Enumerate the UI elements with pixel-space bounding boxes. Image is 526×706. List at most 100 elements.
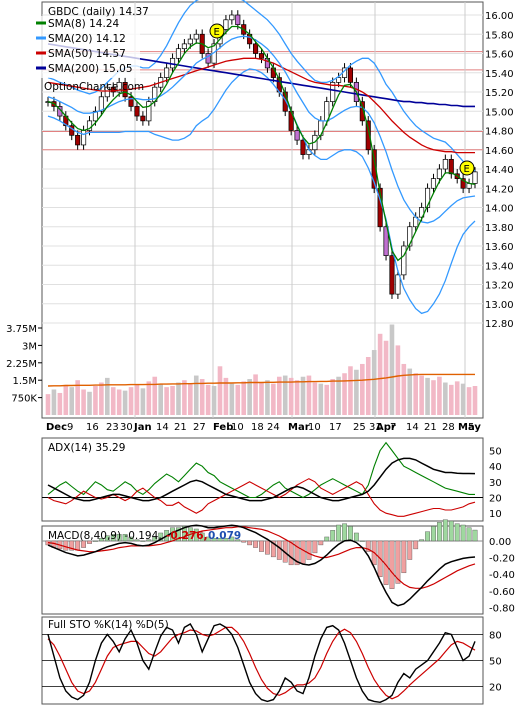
volume-bar xyxy=(437,376,442,415)
macd-histogram-bar xyxy=(223,538,229,542)
macd-histogram-bar xyxy=(442,519,448,542)
candle-body xyxy=(193,33,199,40)
macd-histogram-bar xyxy=(110,534,116,542)
x-axis-label: Mar xyxy=(288,422,310,433)
adx-panel: 50 40 30 20 10 xyxy=(42,441,502,520)
volume-bar xyxy=(431,380,436,415)
volume-bar xyxy=(466,387,472,415)
candle-body xyxy=(134,106,140,117)
macd-histogram-bar xyxy=(353,532,359,542)
price-tick-label: 15.00 xyxy=(485,107,514,118)
x-axis-label: 28 xyxy=(442,422,455,433)
macd-histogram-bar xyxy=(75,540,81,551)
macd-histogram-bar xyxy=(152,536,158,542)
volume-bar xyxy=(99,382,104,415)
macd-histogram-bar xyxy=(182,526,187,542)
macd-histogram-bar xyxy=(122,534,128,542)
price-tick-label: 14.40 xyxy=(485,165,514,176)
macd-histogram-bar xyxy=(98,538,104,542)
adx-tick-label: 40 xyxy=(489,462,502,473)
volume-bar xyxy=(336,376,341,415)
macd-histogram-bar xyxy=(448,520,454,542)
volume-bar xyxy=(140,388,146,415)
macd-histogram-bar xyxy=(336,524,341,542)
x-axis-label: Feb xyxy=(213,422,233,433)
legend-entry: SMA(20) 14.12 xyxy=(48,33,126,45)
volume-bar xyxy=(176,382,181,415)
macd-histogram-bar xyxy=(140,540,146,542)
macd-histogram-bar xyxy=(93,540,98,542)
volume-bar xyxy=(205,384,211,415)
volume-bar xyxy=(282,375,288,415)
price-tick-label: 16.00 xyxy=(485,11,514,22)
x-axis-label: 31 xyxy=(369,422,382,433)
macd-panel: 0.00 -0.20 -0.40 -0.60 -0.80 xyxy=(42,519,515,614)
candle-body xyxy=(395,274,401,295)
candle-body xyxy=(419,207,425,218)
legend-entry: SMA(50) 14.57 xyxy=(48,48,126,60)
candle-body xyxy=(104,86,110,98)
x-axis-label: Jan xyxy=(133,422,152,433)
bollinger-lower-band xyxy=(47,68,476,315)
macd-label: MACD(8,40,9) -0.194, xyxy=(48,530,162,542)
volume-bar xyxy=(241,381,247,415)
volume-bar xyxy=(342,373,347,415)
macd-histogram-bar xyxy=(134,539,140,542)
macd-histogram-bar xyxy=(104,535,110,542)
volume-bar xyxy=(57,392,63,415)
adx-tick-label: 10 xyxy=(489,509,502,520)
macd-histogram-bar xyxy=(472,529,478,542)
macd-histogram-bar xyxy=(276,540,282,560)
macd-histogram-bar xyxy=(342,523,347,542)
legend-entry: SMA(8) 14.24 xyxy=(48,18,119,30)
price-tick-label: 13.60 xyxy=(485,242,514,253)
candle-body xyxy=(472,171,478,184)
volume-bar xyxy=(110,387,116,415)
volume-bar xyxy=(419,375,424,415)
candle-body xyxy=(110,86,116,93)
macd-tick-label: -0.20 xyxy=(489,554,515,565)
volume-bar xyxy=(312,382,318,415)
volume-average-line xyxy=(47,373,475,387)
price-tick-label: 14.60 xyxy=(485,146,514,157)
candle-body xyxy=(294,130,300,141)
adx-label: ADX(14) 35.29 xyxy=(48,442,125,454)
sma50-line xyxy=(47,57,475,154)
earnings-marker-label: E xyxy=(464,164,470,175)
earnings-marker xyxy=(459,160,475,176)
x-axis-label: 24 xyxy=(267,422,280,433)
candle-body xyxy=(253,43,259,54)
macd-tick-label: -0.80 xyxy=(489,603,515,614)
macd-histogram-bar xyxy=(217,538,223,542)
x-axis-label: 10 xyxy=(231,422,244,433)
volume-bar xyxy=(472,386,478,415)
volume-bar xyxy=(271,383,276,415)
x-axis-label: 5 xyxy=(468,422,474,433)
volume-bar xyxy=(116,389,122,415)
volume-bar xyxy=(69,387,75,415)
volume-bar xyxy=(294,380,300,415)
minus-di-line xyxy=(47,478,476,517)
x-axis-label: 18 xyxy=(251,422,264,433)
volume-bar xyxy=(259,382,264,415)
volume-bar xyxy=(300,376,306,415)
macd-histogram-bar xyxy=(407,540,413,560)
macd-histogram-bar xyxy=(460,524,466,542)
x-axis-label: 21 xyxy=(424,422,437,433)
macd-signal-line xyxy=(47,526,476,589)
macd-histogram-bar xyxy=(146,539,152,542)
volume-bar xyxy=(253,374,258,415)
adx-line xyxy=(47,457,476,502)
candle-body xyxy=(460,178,466,189)
candle-body xyxy=(430,178,437,189)
volume-bar xyxy=(128,387,134,415)
macd-histogram-bar xyxy=(265,540,270,555)
candle-body xyxy=(383,226,389,256)
volume-bar xyxy=(276,376,282,415)
volume-bar xyxy=(377,333,383,415)
macd-histogram-bar xyxy=(241,540,247,543)
macd-histogram-bar xyxy=(419,539,425,542)
volume-bar xyxy=(193,375,199,415)
macd-tick-label: 0.00 xyxy=(489,537,511,548)
